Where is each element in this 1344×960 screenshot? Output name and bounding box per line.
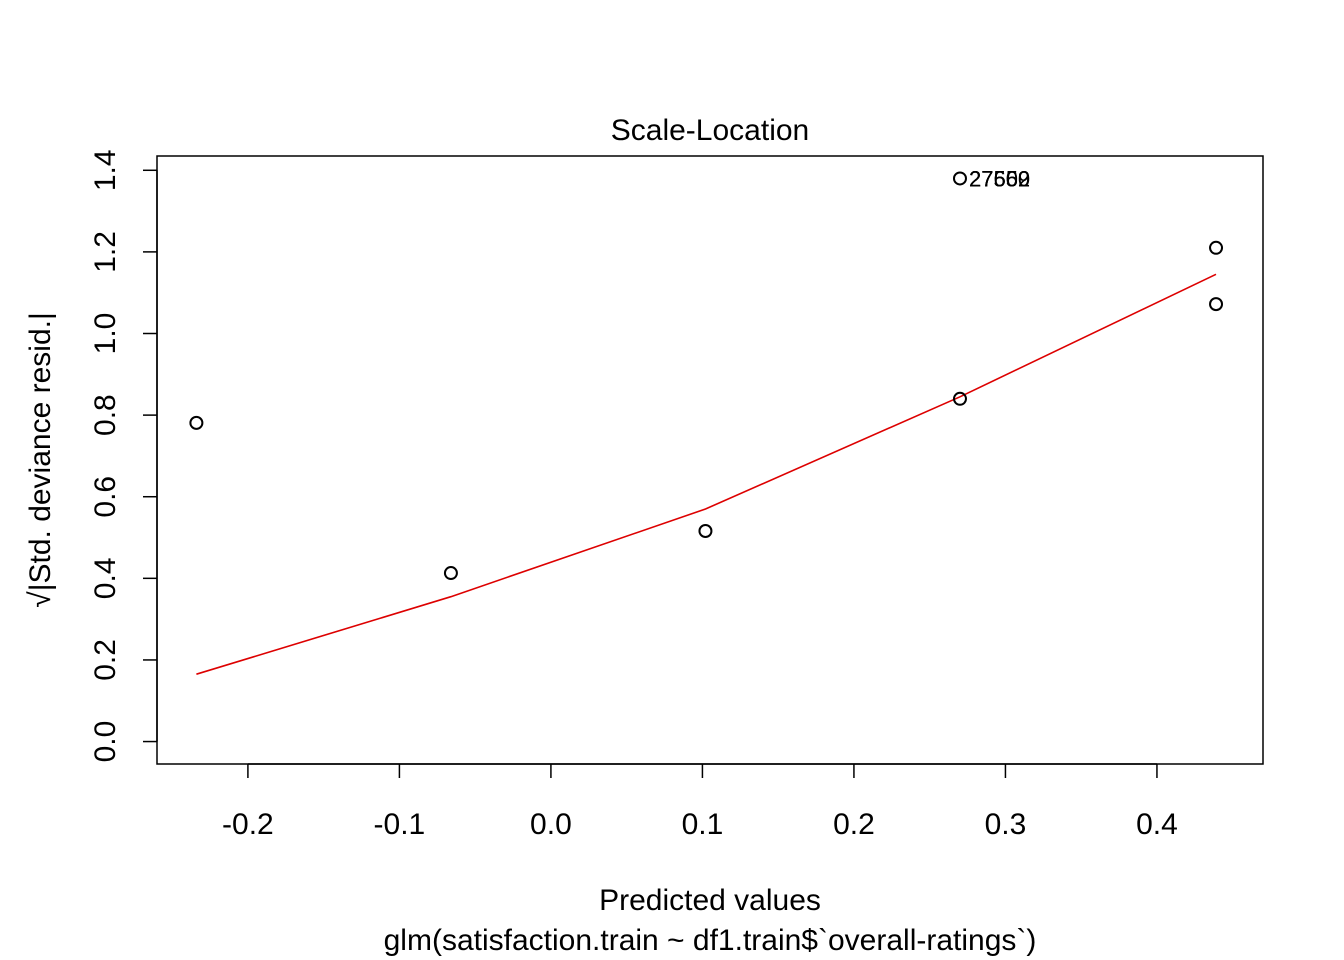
y-tick-label: 0.4 (89, 557, 122, 599)
x-tick-label: -0.2 (222, 808, 274, 841)
data-point (952, 171, 967, 186)
x-axis-subtitle: glm(satisfaction.train ~ df1.train$`over… (384, 924, 1037, 957)
y-tick-label: 0.6 (89, 476, 122, 518)
data-point (1209, 297, 1224, 312)
x-tick-label: -0.1 (374, 808, 426, 841)
y-axis: 0.0 0.2 0.4 0.6 0.8 1.0 1.2 1.4 (89, 149, 158, 763)
point-label: 27600 (969, 166, 1030, 191)
y-tick-label: 0.8 (89, 394, 122, 436)
point-label: 27559 (969, 166, 1030, 191)
points-layer (189, 171, 1224, 581)
y-tick-label: 1.4 (89, 149, 122, 191)
smoother-line (196, 273, 1217, 675)
y-tick-label: 1.0 (89, 313, 122, 355)
chart-title: Scale-Location (611, 114, 809, 147)
plot-frame (156, 155, 1264, 765)
x-axis: -0.2 -0.1 0.0 0.1 0.2 0.3 0.4 (222, 763, 1178, 841)
data-point (1209, 240, 1224, 255)
y-tick-label: 0.2 (89, 639, 122, 681)
smoother-layer (196, 273, 1217, 675)
x-axis-title: Predicted values (599, 884, 821, 917)
data-point (443, 566, 458, 581)
y-axis-title: √|Std. deviance resid.| (24, 312, 57, 608)
data-point (189, 415, 204, 430)
x-tick-label: 0.2 (833, 808, 875, 841)
x-tick-label: 0.1 (682, 808, 724, 841)
data-point (698, 524, 713, 539)
x-tick-label: 0.3 (985, 808, 1027, 841)
y-tick-label: 0.0 (89, 721, 122, 763)
y-tick-label: 1.2 (89, 231, 122, 273)
x-tick-label: 0.4 (1136, 808, 1178, 841)
data-point (952, 391, 967, 406)
point-label: 27562 (969, 166, 1030, 191)
x-tick-label: 0.0 (530, 808, 572, 841)
